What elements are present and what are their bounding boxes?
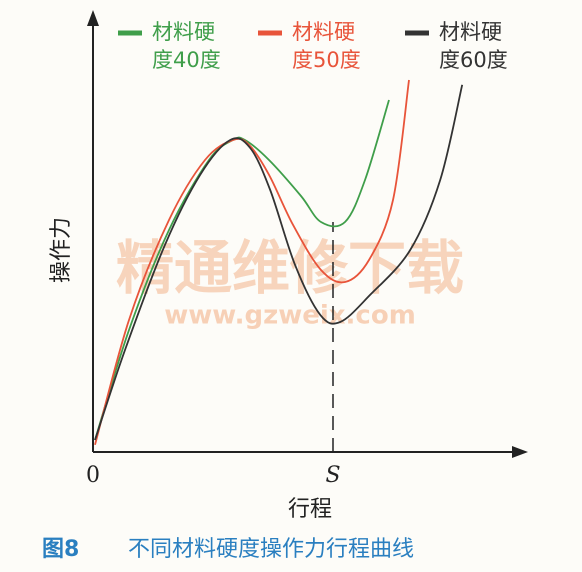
x-axis-label: 行程 [288, 497, 332, 522]
x-axis-arrow [512, 446, 528, 458]
y-axis-arrow [87, 10, 99, 26]
caption: 不同材料硬度操作力行程曲线 [128, 537, 414, 562]
y-axis-label: 操作力 [49, 217, 74, 283]
x-tick-label: 0 [86, 463, 100, 488]
line-series [94, 99, 390, 441]
line-series [94, 84, 464, 441]
legend-label: 材料硬度60度 [439, 20, 508, 72]
watermark-url: www.gzweix.com [164, 301, 416, 331]
legend-label: 材料硬度40度 [152, 20, 221, 72]
line-series [94, 79, 410, 446]
watermark: 精通维修下载 [116, 234, 464, 302]
x-tick-label: S [325, 463, 340, 488]
figure-number: 图8 [42, 537, 79, 562]
legend-label: 材料硬度50度 [292, 20, 361, 72]
